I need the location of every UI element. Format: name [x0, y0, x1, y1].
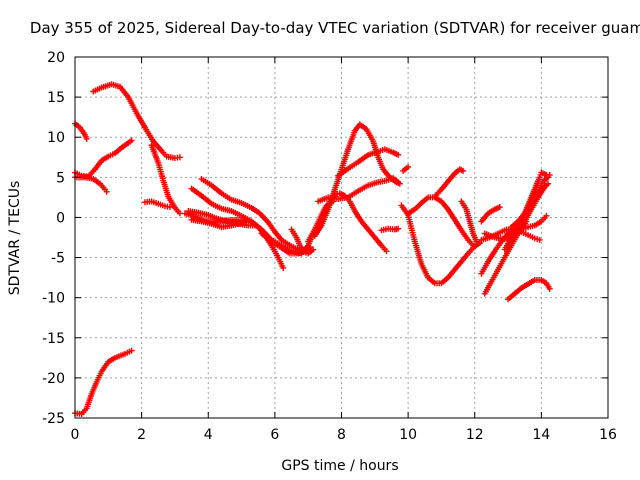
series-26 [478, 204, 503, 225]
series-4 [72, 137, 135, 180]
y-tick-label: -5 [51, 251, 65, 267]
data-point [241, 217, 248, 224]
data-point [128, 137, 135, 144]
y-tick-label: 10 [47, 130, 65, 146]
chart-title: Day 355 of 2025, Sidereal Day-to-day VTE… [30, 19, 640, 37]
data-point [83, 135, 90, 142]
series-2 [141, 198, 173, 211]
data-point [166, 204, 173, 211]
y-axis-ticks: -25 -20 -15 -10 -5 0 5 10 15 20 [42, 50, 608, 427]
y-tick-label: 0 [56, 210, 65, 226]
x-tick-label: 10 [399, 427, 417, 443]
data-point [383, 248, 390, 255]
data-point [176, 154, 183, 161]
series-19 [315, 175, 402, 205]
y-tick-label: -25 [42, 411, 65, 427]
series-30 [481, 218, 530, 243]
data-point [546, 171, 553, 178]
series-20 [378, 225, 402, 234]
data-point [128, 347, 135, 354]
x-tick-label: 4 [204, 427, 213, 443]
data-point [470, 242, 477, 249]
x-tick-label: 14 [532, 427, 550, 443]
data-point [536, 236, 543, 243]
data-point [300, 246, 307, 253]
series-0 [90, 81, 183, 162]
y-tick-label: 15 [47, 90, 65, 106]
data-point [545, 180, 552, 187]
series-14 [288, 226, 307, 253]
data-point [395, 225, 402, 232]
data-point [310, 246, 317, 253]
data-point [306, 244, 313, 251]
data-points [72, 81, 553, 417]
series-21 [400, 163, 412, 174]
data-point [460, 167, 467, 174]
data-point [546, 285, 553, 292]
x-axis-ticks: 0 2 4 6 8 10 12 14 16 [71, 57, 617, 443]
data-point [280, 264, 287, 271]
data-point [473, 238, 480, 245]
x-tick-label: 2 [137, 427, 146, 443]
series-1 [148, 142, 183, 217]
x-axis-label: GPS time / hours [281, 458, 398, 474]
series-33 [505, 277, 553, 303]
x-tick-label: 16 [599, 427, 617, 443]
data-point [476, 240, 483, 247]
data-point [543, 212, 550, 219]
data-point [496, 204, 503, 211]
data-point [103, 188, 110, 195]
series-3 [72, 120, 90, 142]
y-tick-label: -15 [42, 331, 65, 347]
y-tick-label: 20 [47, 50, 65, 66]
y-tick-label: -20 [42, 371, 65, 387]
series-23 [405, 194, 477, 249]
x-tick-label: 8 [337, 427, 346, 443]
x-tick-label: 12 [466, 427, 484, 443]
series-25 [458, 198, 480, 245]
y-axis-label: SDTVAR / TECUs [7, 181, 23, 296]
series-6 [72, 347, 135, 417]
y-tick-label: 5 [56, 170, 65, 186]
series-34 [508, 171, 553, 231]
y-tick-label: -10 [42, 291, 65, 307]
series-18 [335, 146, 402, 179]
data-point [395, 179, 402, 186]
series-24 [431, 166, 467, 200]
data-point [395, 151, 402, 158]
series-10 [181, 210, 248, 226]
x-tick-label: 0 [71, 427, 80, 443]
data-point [405, 163, 412, 170]
series-22 [398, 202, 483, 287]
x-tick-label: 6 [270, 427, 279, 443]
